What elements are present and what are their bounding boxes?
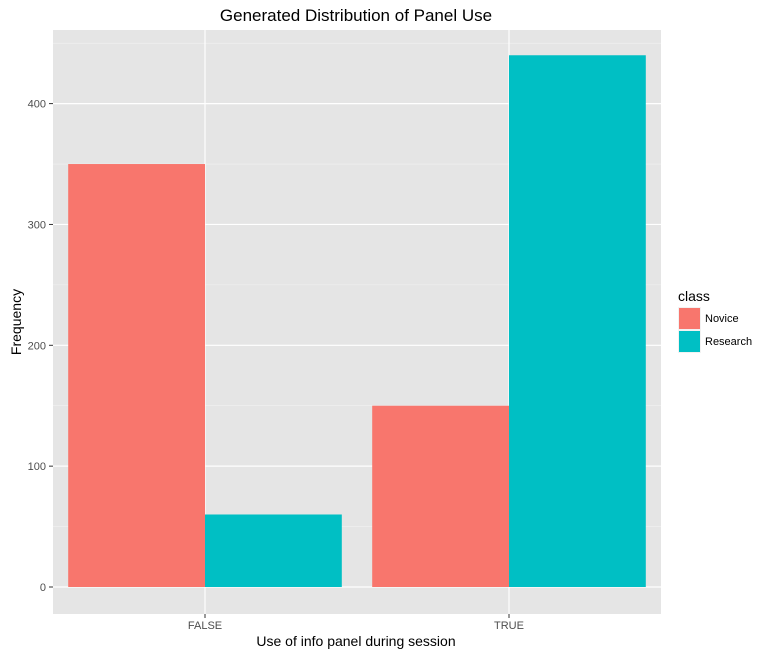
legend-items: Novice Research <box>678 307 752 353</box>
bar-novice-true <box>372 405 509 587</box>
y-axis: 0 100 200 300 400 <box>28 99 53 594</box>
legend-title: class <box>678 288 710 304</box>
y-tick-label: 100 <box>28 461 46 473</box>
y-tick-label: 400 <box>28 99 46 111</box>
bars <box>68 55 646 587</box>
legend: class Novice Research <box>678 288 752 353</box>
legend-swatch-novice <box>679 308 700 329</box>
legend-swatch-research <box>679 331 700 352</box>
chart-title: Generated Distribution of Panel Use <box>220 6 492 25</box>
legend-label-research: Research <box>705 336 752 348</box>
x-tick-label: TRUE <box>494 620 524 632</box>
y-axis-title: Frequency <box>8 289 24 355</box>
bar-research-true <box>509 55 646 587</box>
y-tick-label: 200 <box>28 340 46 352</box>
bar-research-false <box>205 514 342 587</box>
y-tick-label: 300 <box>28 219 46 231</box>
x-axis-title: Use of info panel during session <box>256 633 455 649</box>
y-tick-label: 0 <box>40 582 46 594</box>
bar-novice-false <box>68 164 205 587</box>
legend-label-novice: Novice <box>705 313 739 325</box>
x-tick-label: FALSE <box>188 620 222 632</box>
x-axis: FALSE TRUE <box>188 614 524 632</box>
